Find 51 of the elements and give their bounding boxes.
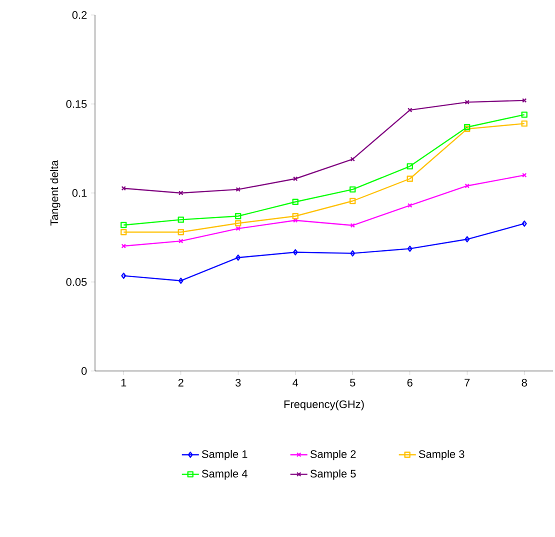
x-tick-label: 6 — [407, 378, 412, 387]
point — [406, 163, 413, 170]
point — [407, 246, 412, 252]
point — [235, 213, 242, 220]
point — [120, 222, 127, 228]
y-tick-label: 0.15 — [66, 100, 87, 108]
legend-label: Sample 3 — [418, 450, 464, 460]
point — [236, 254, 241, 261]
point — [350, 198, 356, 204]
y-axis-title: Tangent delta — [50, 160, 60, 226]
point — [406, 176, 413, 182]
y-tick-label: 0.2 — [72, 11, 87, 19]
point — [464, 184, 470, 188]
point — [292, 249, 298, 256]
point — [521, 120, 528, 127]
y-tick-label: 0 — [81, 367, 87, 375]
point — [464, 236, 470, 242]
x-tick-label: 1 — [121, 378, 126, 386]
x-tick-label: 5 — [350, 378, 356, 386]
point — [236, 226, 240, 231]
point — [236, 187, 240, 192]
point — [292, 213, 298, 220]
point — [293, 176, 298, 182]
point — [521, 112, 528, 118]
y-tick-label: 0.05 — [66, 278, 87, 286]
point — [178, 190, 184, 196]
x-tick-label: 4 — [292, 378, 298, 386]
point — [350, 186, 356, 193]
point — [178, 229, 184, 236]
point — [350, 250, 356, 256]
x-tick-label: 7 — [464, 378, 470, 386]
legend-label: Sample 4 — [202, 470, 248, 480]
legend-label: Sample 2 — [310, 450, 356, 460]
point — [178, 216, 184, 223]
point — [120, 229, 127, 236]
point — [178, 238, 184, 244]
point — [408, 108, 412, 112]
point — [350, 223, 355, 228]
x-axis-title: Frequency(GHz) — [284, 400, 364, 410]
point — [350, 156, 355, 162]
y-tick-label: 0.1 — [72, 189, 87, 197]
point — [464, 100, 470, 105]
point — [178, 278, 184, 284]
point — [235, 220, 242, 226]
legend-label: Sample 1 — [202, 450, 248, 460]
point — [292, 198, 298, 205]
legend-label: Sample 5 — [310, 470, 356, 480]
point — [408, 203, 412, 208]
x-tick-label: 2 — [178, 378, 184, 386]
x-tick-label: 8 — [522, 378, 527, 387]
x-tick-label: 3 — [236, 378, 241, 387]
